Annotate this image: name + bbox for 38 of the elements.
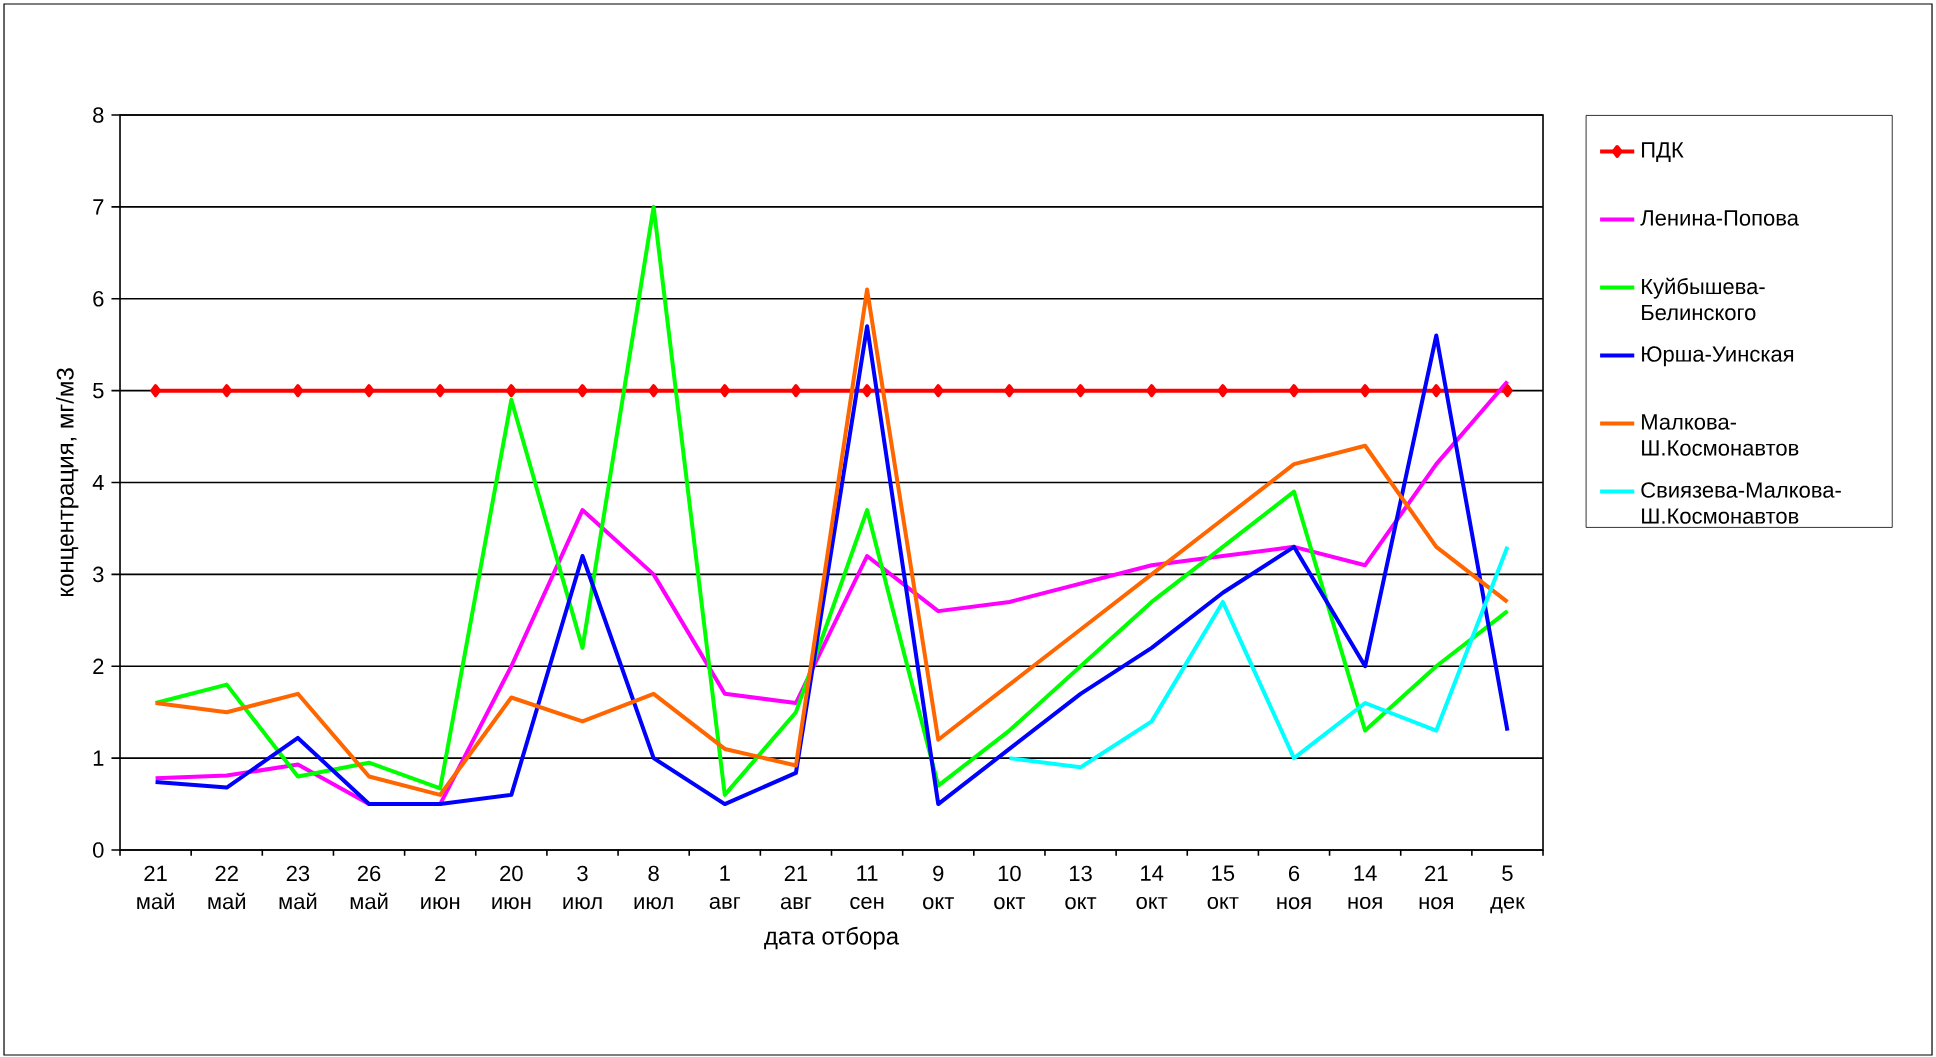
x-tick-label: 21 авг	[780, 865, 812, 910]
x-axis-title: дата отбора	[764, 926, 900, 950]
x-tick-label: 20 июн	[492, 865, 531, 910]
y-tick-label: 7	[93, 199, 104, 215]
x-tick-label: 3 июл	[563, 865, 602, 910]
x-tick-label: 6 ноя	[1277, 865, 1311, 910]
y-tick-label: 2	[93, 658, 104, 674]
legend-label: Ленина-Попова	[1640, 210, 1799, 226]
x-tick-label: 21 ноя	[1419, 865, 1453, 910]
y-tick-label: 0	[93, 842, 104, 858]
x-tick-label: 26 май	[350, 865, 388, 910]
legend-label: Юрша-Уинская	[1642, 346, 1794, 367]
legend-label: Куйбышева-Белинского	[1642, 277, 1765, 321]
x-tick-label: 23 май	[279, 865, 317, 910]
legend-label: Малкова-Ш.Космонавтов	[1642, 414, 1799, 456]
y-tick-label: 4	[92, 474, 104, 491]
x-tick-label: 10 окт	[994, 865, 1026, 910]
y-tick-label: 5	[93, 382, 104, 399]
x-tick-label: 15 окт	[1207, 865, 1239, 909]
y-axis-title: концентрация, мг/м3	[56, 368, 79, 597]
y-tick-label: 1	[93, 750, 104, 766]
x-tick-label: 8 июл	[634, 865, 673, 910]
x-tick-label: 22 май	[208, 865, 246, 910]
x-tick-label: 5 дек	[1490, 865, 1525, 914]
x-tick-label: 2 июн	[421, 865, 460, 910]
x-tick-label: 21 май	[137, 865, 174, 910]
y-tick-label: 3	[93, 566, 104, 583]
x-tick-label: 14 окт	[1136, 865, 1168, 909]
x-tick-label: 14 ноя	[1348, 865, 1382, 909]
x-tick-label: 1 авг	[709, 865, 741, 909]
x-tick-label: 13 окт	[1065, 865, 1097, 910]
x-tick-label: 9 окт	[923, 865, 954, 910]
legend-label: ПДК	[1642, 142, 1684, 162]
y-tick-label: 8	[93, 107, 104, 123]
line-series	[1007, 544, 1510, 770]
legend-label: Свиязева-Малкова-Ш.Космонавтов	[1641, 482, 1841, 524]
y-tick-label: 6	[93, 290, 104, 307]
x-tick-label: 11 сен	[850, 865, 884, 909]
